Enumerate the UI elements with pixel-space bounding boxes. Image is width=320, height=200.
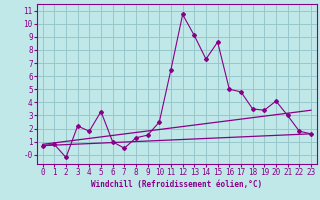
X-axis label: Windchill (Refroidissement éolien,°C): Windchill (Refroidissement éolien,°C) — [91, 180, 262, 189]
